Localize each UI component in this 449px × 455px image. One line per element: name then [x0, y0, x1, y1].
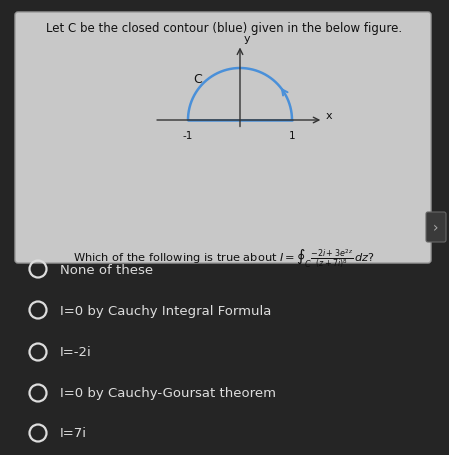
Text: Let C be the closed contour (blue) given in the below figure.: Let C be the closed contour (blue) given… [46, 22, 402, 35]
Text: -1: -1 [183, 131, 193, 141]
Text: I=0 by Cauchy-Goursat theorem: I=0 by Cauchy-Goursat theorem [60, 387, 276, 399]
Text: x: x [326, 111, 332, 121]
Text: I=7i: I=7i [60, 427, 87, 440]
Text: None of these: None of these [60, 263, 153, 276]
Text: C: C [193, 73, 202, 86]
Text: I=-2i: I=-2i [60, 346, 92, 359]
Text: I=0 by Cauchy Integral Formula: I=0 by Cauchy Integral Formula [60, 304, 271, 317]
Text: 1: 1 [289, 131, 295, 141]
Text: Which of the following is true about $I = \oint_C \frac{-2i+3e^{2z}}{(z+7i)^8}\,: Which of the following is true about $I … [73, 248, 375, 269]
FancyBboxPatch shape [426, 212, 446, 243]
Text: y: y [244, 34, 251, 44]
FancyBboxPatch shape [15, 13, 431, 263]
Text: ›: › [433, 221, 439, 234]
